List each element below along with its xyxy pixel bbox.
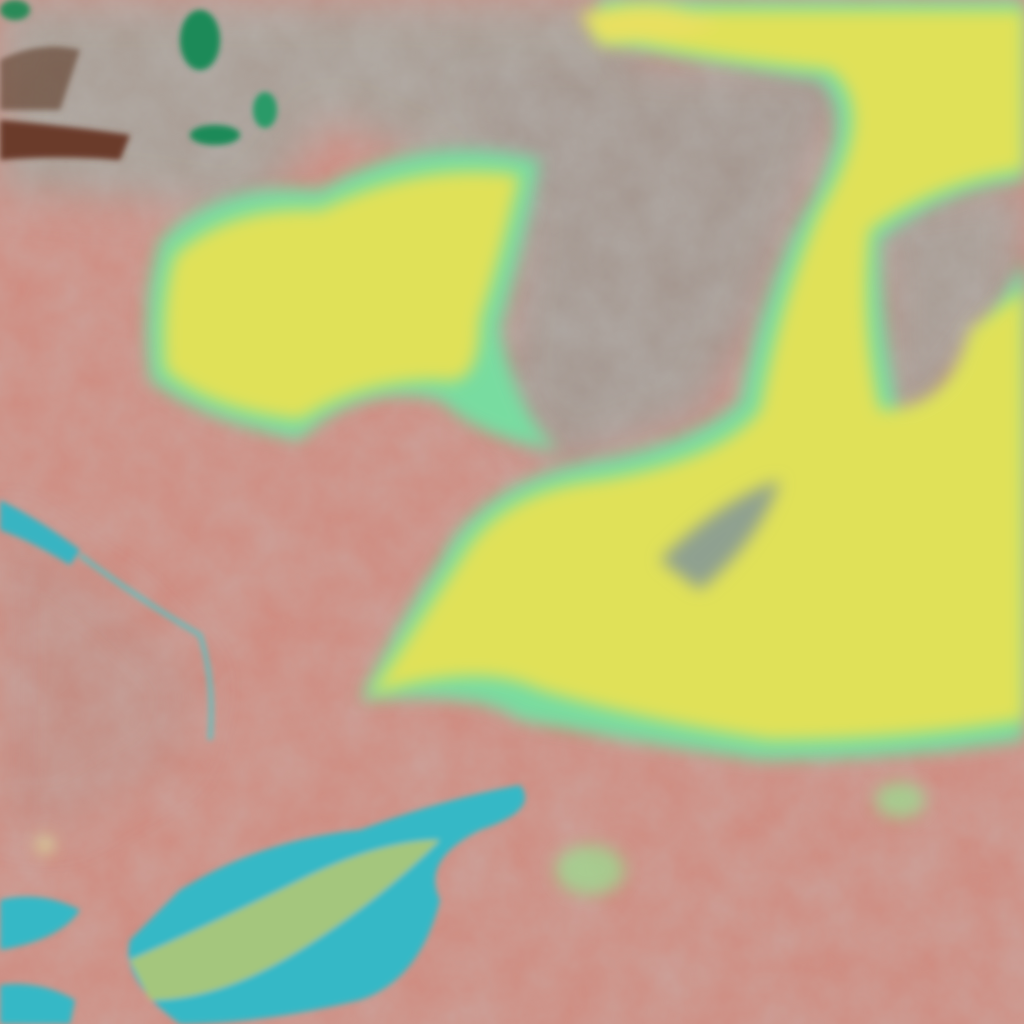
vegetation-patches <box>37 782 925 895</box>
river <box>78 553 214 741</box>
lake-west <box>0 500 80 565</box>
clouds <box>163 3 1024 740</box>
dark-vegetation <box>0 0 277 160</box>
lake-island <box>130 840 440 1000</box>
cloud-gap <box>660 480 780 590</box>
water-bodies <box>0 500 526 1024</box>
lake-southwest <box>0 896 80 950</box>
lake-corner <box>0 984 75 1024</box>
